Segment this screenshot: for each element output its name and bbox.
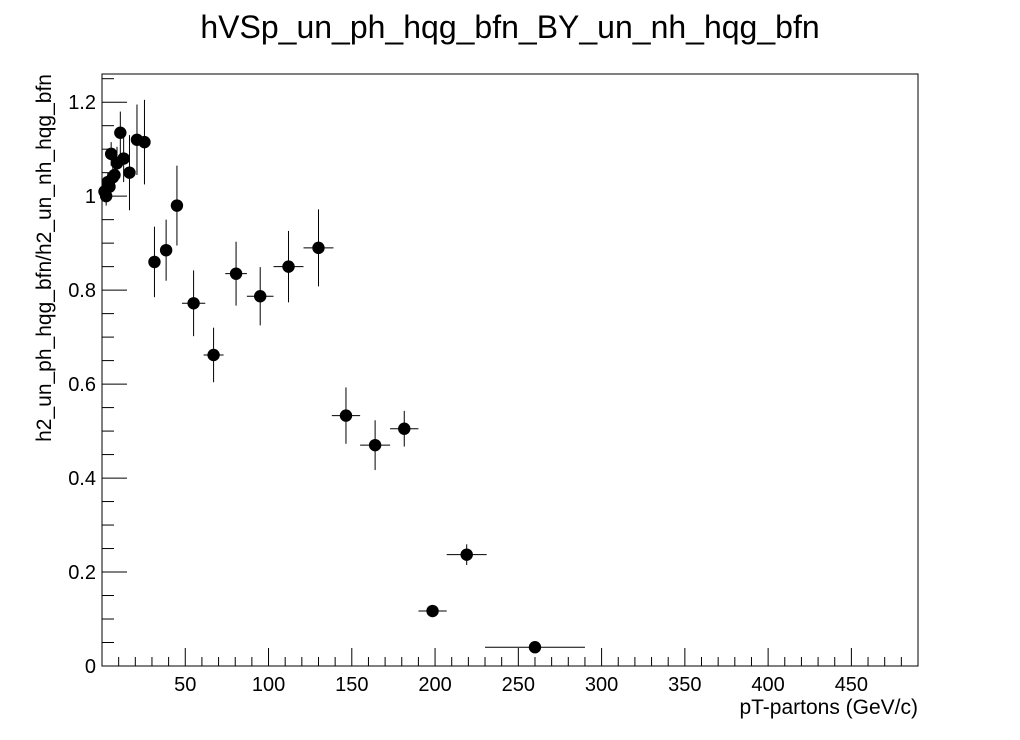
x-tick-label: 300 [585, 674, 618, 696]
data-point [246, 267, 274, 326]
y-tick-label: 0.6 [68, 374, 96, 396]
data-point [360, 420, 391, 471]
data-point [114, 111, 127, 154]
data-point [485, 641, 585, 654]
data-point [331, 387, 361, 444]
point-marker [148, 255, 161, 269]
data-point [138, 99, 151, 185]
data-point [303, 209, 334, 287]
point-marker [123, 166, 136, 179]
y-tick-label: 0.2 [68, 562, 96, 584]
point-marker [460, 548, 473, 561]
data-point [123, 135, 136, 211]
data-point [203, 327, 224, 383]
point-marker [254, 290, 267, 303]
chart-title: hVSp_un_ph_hqg_bfn_BY_un_nh_hqg_bfn [200, 9, 819, 45]
y-tick-label: 1 [85, 186, 96, 208]
x-tick-label: 200 [418, 674, 451, 696]
data-point [390, 410, 419, 447]
y-axis-label: h2_un_ph_hqg_bfn/h2_un_nh_hqg_bfn [33, 74, 56, 442]
data-point [181, 270, 206, 337]
point-marker [398, 422, 411, 435]
data-point [159, 219, 173, 281]
point-marker [312, 241, 325, 255]
point-marker [138, 135, 151, 149]
point-marker [229, 267, 243, 280]
point-marker [159, 243, 173, 257]
x-tick-label: 450 [835, 674, 868, 696]
x-tick-label: 50 [174, 674, 196, 696]
point-marker [426, 604, 439, 618]
x-axis-label: pT-partons (GeV/c) [739, 696, 918, 719]
data-point [418, 604, 447, 618]
data-series [98, 99, 585, 654]
point-marker [187, 297, 200, 310]
y-tick-label: 1.2 [68, 92, 96, 114]
point-marker [170, 199, 184, 212]
x-tick-label: 250 [502, 674, 535, 696]
x-tick-label: 100 [252, 674, 285, 696]
y-tick-label: 0.4 [68, 468, 96, 490]
y-axis: 0 0.2 0.4 0.6 0.8 1 1.2 [68, 78, 127, 678]
point-marker [114, 126, 127, 139]
point-marker [117, 152, 130, 165]
x-tick-label: 350 [668, 674, 701, 696]
point-marker [282, 260, 295, 273]
data-point [446, 544, 487, 565]
point-marker [368, 438, 382, 452]
point-marker [528, 641, 542, 654]
x-tick-label: 150 [335, 674, 368, 696]
point-marker [104, 147, 118, 161]
x-tick-label: 400 [751, 674, 784, 696]
data-point [225, 241, 247, 306]
plot-frame [101, 73, 919, 667]
x-axis: 50 100 150 200 250 300 350 400 450 [118, 648, 902, 696]
point-marker [207, 348, 220, 362]
data-point [148, 226, 161, 298]
point-marker [339, 409, 353, 422]
y-tick-label: 0.8 [68, 280, 96, 302]
data-point [170, 165, 184, 246]
y-tick-label: 0 [85, 656, 96, 678]
data-point [273, 230, 304, 303]
point-marker [108, 168, 121, 182]
